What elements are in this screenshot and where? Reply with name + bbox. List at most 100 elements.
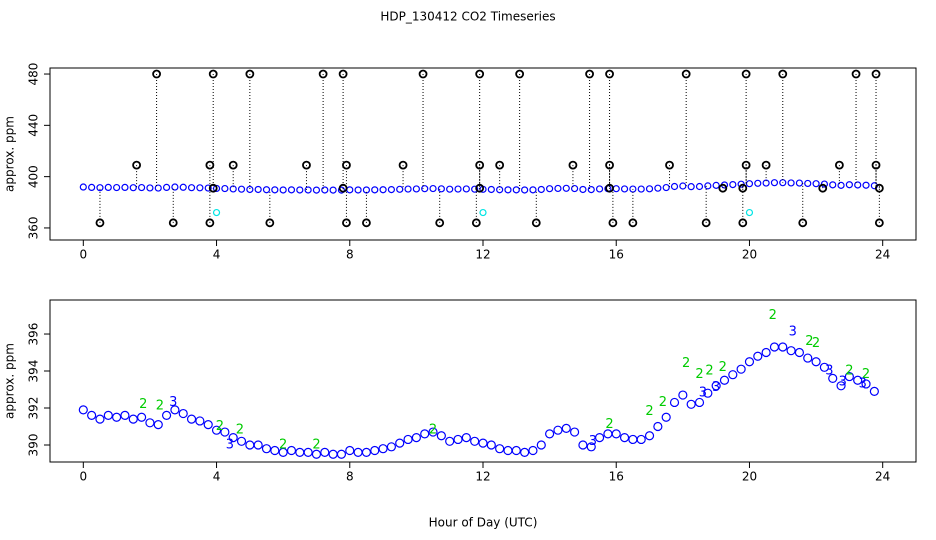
point (612, 185, 620, 193)
point (412, 185, 420, 193)
point (754, 179, 762, 187)
point (836, 381, 846, 391)
point (798, 218, 808, 228)
point (804, 179, 812, 188)
point (570, 184, 579, 193)
point (178, 408, 188, 419)
point (553, 425, 563, 435)
x-tick-label: 4 (213, 470, 221, 484)
point (478, 438, 488, 448)
point (653, 421, 663, 432)
point (437, 185, 445, 193)
point (329, 186, 337, 194)
point (471, 218, 481, 228)
point (404, 185, 412, 193)
point (611, 429, 621, 439)
point (778, 69, 788, 79)
point-symbol: 2 (805, 334, 813, 349)
point (429, 184, 437, 193)
y-axis-label: approx. ppm (3, 343, 17, 419)
point (869, 386, 879, 396)
point (537, 185, 545, 194)
point (261, 444, 272, 454)
point (585, 69, 594, 79)
point (154, 184, 162, 192)
point (531, 218, 541, 228)
point (662, 183, 670, 192)
point (411, 432, 421, 443)
point (245, 69, 255, 79)
point (744, 357, 755, 367)
point-symbol: 2 (862, 367, 870, 382)
point (546, 185, 554, 193)
point (79, 183, 87, 191)
point (370, 445, 380, 456)
point (745, 180, 754, 188)
point (704, 182, 712, 190)
point (398, 160, 408, 170)
point (211, 425, 222, 435)
point (695, 182, 704, 191)
point (137, 183, 146, 192)
point (362, 218, 371, 228)
point (504, 186, 512, 194)
point (168, 218, 178, 228)
point (220, 427, 230, 437)
point (395, 438, 405, 448)
point (328, 449, 338, 459)
point (371, 186, 379, 194)
point (271, 186, 279, 194)
point (203, 420, 213, 430)
point (761, 160, 771, 170)
point (162, 183, 171, 192)
point (587, 185, 595, 194)
point-symbol: 2 (605, 417, 613, 432)
point (146, 184, 154, 192)
point (421, 185, 429, 193)
point (152, 69, 161, 79)
point (761, 347, 771, 358)
series (79, 179, 878, 194)
point (637, 185, 645, 193)
y-tick-label: 392 (27, 397, 41, 420)
point (336, 449, 347, 459)
y-axis-label: approx. ppm (3, 116, 17, 192)
point-symbol: 2 (705, 364, 713, 379)
point (811, 357, 821, 367)
point (318, 69, 328, 79)
y-tick-label: 480 (27, 63, 41, 86)
point (246, 185, 254, 194)
point (479, 208, 487, 217)
x-tick-label: 12 (475, 470, 490, 484)
point (295, 447, 305, 457)
plot-box (49, 299, 917, 463)
point (205, 218, 215, 228)
point (738, 218, 748, 228)
point (636, 434, 646, 445)
point (303, 447, 313, 457)
point (686, 399, 696, 409)
point (545, 429, 555, 439)
point (561, 423, 571, 433)
point (586, 442, 596, 452)
point (208, 183, 218, 193)
point (787, 179, 795, 187)
point (228, 160, 238, 170)
point (778, 342, 788, 352)
point-symbol: 3 (712, 380, 720, 395)
point (845, 181, 853, 189)
point (803, 353, 813, 363)
point (871, 160, 881, 170)
point (719, 375, 730, 385)
point (729, 180, 737, 189)
point (520, 447, 530, 457)
point (461, 432, 471, 443)
point (296, 186, 304, 194)
point (741, 69, 751, 79)
point (786, 346, 796, 356)
point-symbol: 3 (169, 395, 177, 410)
point (595, 185, 604, 193)
point (605, 160, 614, 170)
